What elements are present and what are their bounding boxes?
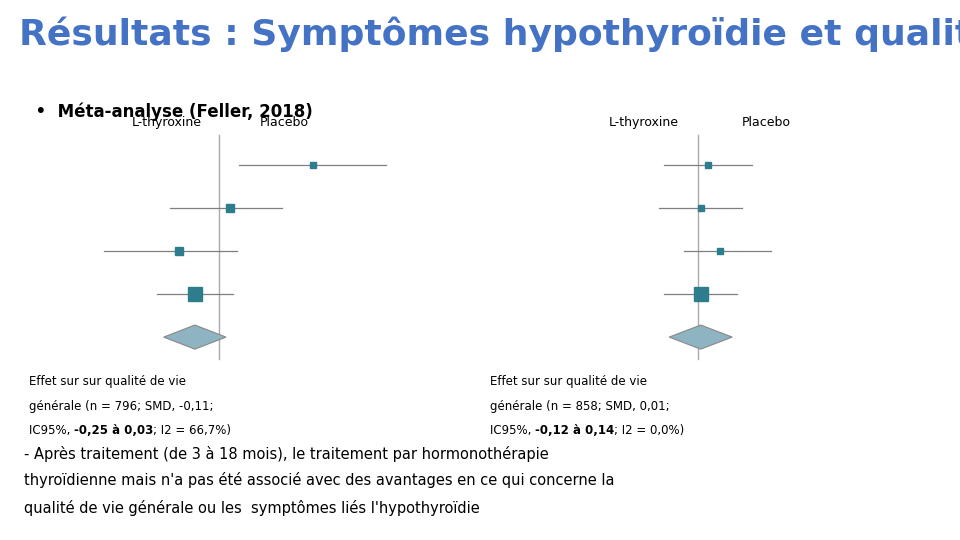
Text: L-thyroxine: L-thyroxine xyxy=(132,116,202,129)
Text: qualité de vie générale ou les  symptômes liés l'hypothyroïdie: qualité de vie générale ou les symptômes… xyxy=(24,500,480,516)
Text: générale (n = 796; SMD, -0,11;: générale (n = 796; SMD, -0,11; xyxy=(29,400,213,413)
Text: ; I2 = 66,7%): ; I2 = 66,7%) xyxy=(154,424,231,437)
Polygon shape xyxy=(164,325,226,349)
Text: thyroïdienne mais n'a pas été associé avec des avantages en ce qui concerne la: thyroïdienne mais n'a pas été associé av… xyxy=(24,472,614,489)
Text: Placebo: Placebo xyxy=(742,116,791,129)
Text: - Après traitement (de 3 à 18 mois), le traitement par hormonothérapie: - Après traitement (de 3 à 18 mois), le … xyxy=(24,446,549,462)
Text: IC95%,: IC95%, xyxy=(490,424,535,437)
Polygon shape xyxy=(669,325,732,349)
Text: -0,25 à 0,03: -0,25 à 0,03 xyxy=(74,424,154,437)
Text: ; I2 = 0,0%): ; I2 = 0,0%) xyxy=(614,424,684,437)
Text: générale (n = 858; SMD, 0,01;: générale (n = 858; SMD, 0,01; xyxy=(490,400,669,413)
Text: Effet sur sur qualité de vie: Effet sur sur qualité de vie xyxy=(490,375,647,388)
Text: Placebo: Placebo xyxy=(259,116,308,129)
Text: L-thyroxine: L-thyroxine xyxy=(609,116,679,129)
Text: Résultats : Symptômes hypothyroïdie et qualité de vie: Résultats : Symptômes hypothyroïdie et q… xyxy=(19,16,960,52)
Text: •  Méta-analyse (Feller, 2018): • Méta-analyse (Feller, 2018) xyxy=(24,103,313,121)
Text: IC95%,: IC95%, xyxy=(29,424,74,437)
Text: Effet sur sur qualité de vie: Effet sur sur qualité de vie xyxy=(29,375,186,388)
Text: -0,12 à 0,14: -0,12 à 0,14 xyxy=(535,424,614,437)
